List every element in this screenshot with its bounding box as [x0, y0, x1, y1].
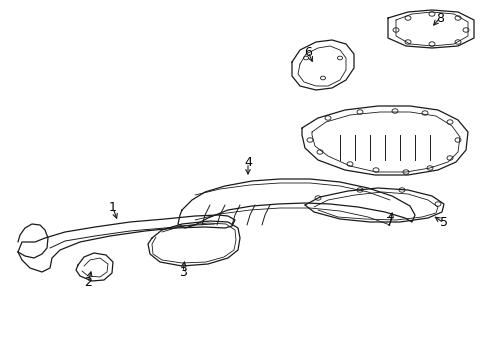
Text: 1: 1	[109, 202, 117, 215]
Text: 3: 3	[179, 266, 186, 279]
Text: 6: 6	[304, 45, 311, 58]
Text: 2: 2	[84, 276, 92, 289]
Text: 4: 4	[244, 157, 251, 170]
Text: 8: 8	[435, 12, 443, 24]
Text: 5: 5	[439, 216, 447, 230]
Text: 7: 7	[385, 216, 393, 230]
